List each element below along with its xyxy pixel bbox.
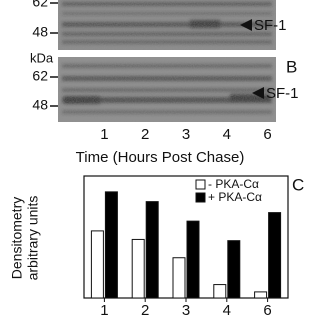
bar bbox=[131, 238, 145, 299]
band-label: SF-1 bbox=[266, 85, 299, 102]
x-tick-label: 3 bbox=[182, 302, 190, 319]
x-tick-label: 1 bbox=[100, 302, 108, 319]
marker-label: 48 bbox=[32, 24, 48, 40]
legend-label: - PKA-Cα bbox=[208, 177, 259, 191]
legend-swatch bbox=[195, 179, 206, 190]
y-label: Densitometry bbox=[9, 197, 25, 279]
kda-label: kDa bbox=[30, 50, 54, 65]
bar bbox=[227, 240, 241, 299]
marker-label: 48 bbox=[32, 97, 48, 113]
panel-label: C bbox=[292, 175, 304, 194]
bar bbox=[90, 230, 104, 299]
y-label: arbitrary units bbox=[25, 196, 41, 281]
band-label: SF-1 bbox=[254, 17, 287, 34]
bar bbox=[186, 220, 200, 299]
legend-label: + PKA-Cα bbox=[208, 190, 262, 204]
gel-a: 62 48 SF-1 bbox=[32, 0, 287, 50]
bar bbox=[145, 201, 159, 299]
bar bbox=[254, 291, 268, 299]
bar bbox=[268, 212, 282, 299]
marker-label: 62 bbox=[32, 0, 48, 10]
bar bbox=[172, 257, 186, 299]
x-tick-label: 2 bbox=[141, 302, 149, 319]
lane-label: 1 bbox=[100, 126, 108, 143]
x-tick-label: 6 bbox=[263, 302, 271, 319]
panel-label: B bbox=[286, 57, 297, 76]
marker-label: 62 bbox=[32, 68, 48, 84]
bar bbox=[104, 191, 118, 299]
lane-label: 2 bbox=[141, 126, 149, 143]
x-tick-label: 4 bbox=[223, 302, 231, 319]
lane-labels: 1 2 3 4 6 bbox=[100, 126, 272, 143]
gel-b: 62 48 B SF-1 bbox=[32, 57, 299, 122]
lane-label: 3 bbox=[182, 126, 190, 143]
x-label: Time (Hours Post Chase) bbox=[76, 149, 245, 166]
bar bbox=[213, 284, 227, 299]
lane-label: 4 bbox=[223, 126, 231, 143]
lane-label: 6 bbox=[263, 126, 271, 143]
legend-swatch bbox=[195, 192, 206, 203]
